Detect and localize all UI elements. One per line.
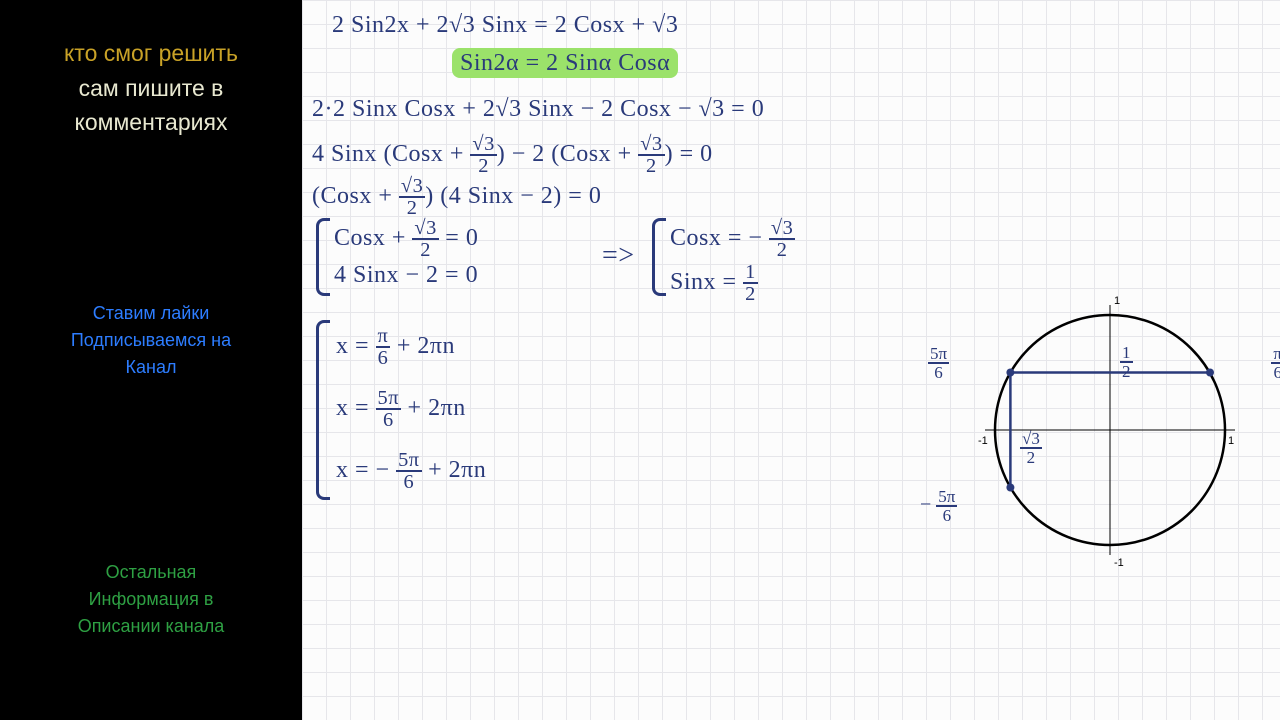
solution-1: x = π6 + 2πn <box>336 326 455 369</box>
sidebar-mid-block: Ставим лайки Подписываемся на Канал <box>12 300 290 381</box>
circle-label-neg5pi6: − 5π6 <box>920 488 957 524</box>
eq-line1: 2 Sin2x + 2√3 Sinx = 2 Cosx + √3 <box>332 12 678 39</box>
svg-text:1: 1 <box>1114 295 1120 307</box>
sidebar-bot-line1: Остальная <box>12 559 290 586</box>
sys1-eq1: Cosx + √32 = 0 <box>334 218 478 261</box>
sys2-eq2: Sinx = 12 <box>670 262 758 305</box>
eq-line3: 2·2 Sinx Cosx + 2√3 Sinx − 2 Cosx − √3 =… <box>312 96 764 123</box>
circle-label-pi6: π6 <box>1271 345 1280 381</box>
eq-line5: (Cosx + √32) (4 Sinx − 2) = 0 <box>312 176 601 219</box>
sidebar-top-line3: комментариях <box>12 105 290 140</box>
implies-arrow: => <box>602 240 635 272</box>
solution-3: x = − 5π6 + 2πn <box>336 450 486 493</box>
eq-line2-highlight: Sin2α = 2 Sinα Cosα <box>452 50 678 77</box>
unit-circle-svg: 1 -1 1 -1 <box>970 290 1250 570</box>
svg-text:-1: -1 <box>978 435 988 447</box>
unit-circle-diagram: 1 -1 1 -1 5π6 π6 12 √32 − 5π6 <box>970 290 1250 570</box>
svg-text:-1: -1 <box>1114 557 1124 569</box>
whiteboard-canvas: 2 Sin2x + 2√3 Sinx = 2 Cosx + √3 Sin2α =… <box>302 0 1280 720</box>
sidebar-top-block: кто смог решить сам пишите в комментария… <box>12 36 290 140</box>
eq-line4: 4 Sinx (Cosx + √32) − 2 (Cosx + √32) = 0 <box>312 134 713 177</box>
solution-2: x = 5π6 + 2πn <box>336 388 466 431</box>
sidebar-bot-line3: Описании канала <box>12 613 290 640</box>
svg-text:1: 1 <box>1228 435 1234 447</box>
system2-bracket <box>652 218 666 296</box>
sidebar-mid-line1: Ставим лайки <box>12 300 290 327</box>
sidebar-top-line2: сам пишите в <box>12 71 290 106</box>
solutions-bracket <box>316 320 330 500</box>
system1-bracket <box>316 218 330 296</box>
sidebar-mid-line3: Канал <box>12 354 290 381</box>
sys1-eq2: 4 Sinx − 2 = 0 <box>334 262 478 289</box>
circle-label-rt3over2: √32 <box>1020 430 1042 466</box>
circle-label-5pi6: 5π6 <box>928 345 949 381</box>
sidebar-bot-line2: Информация в <box>12 586 290 613</box>
sidebar-bot-block: Остальная Информация в Описании канала <box>12 559 290 640</box>
sidebar-mid-line2: Подписываемся на <box>12 327 290 354</box>
circle-label-half: 12 <box>1120 344 1133 380</box>
sidebar-top-line1: кто смог решить <box>12 36 290 71</box>
sidebar: кто смог решить сам пишите в комментария… <box>0 0 302 720</box>
sys2-eq1: Cosx = − √32 <box>670 218 795 261</box>
identity-formula: Sin2α = 2 Sinα Cosα <box>452 48 678 78</box>
